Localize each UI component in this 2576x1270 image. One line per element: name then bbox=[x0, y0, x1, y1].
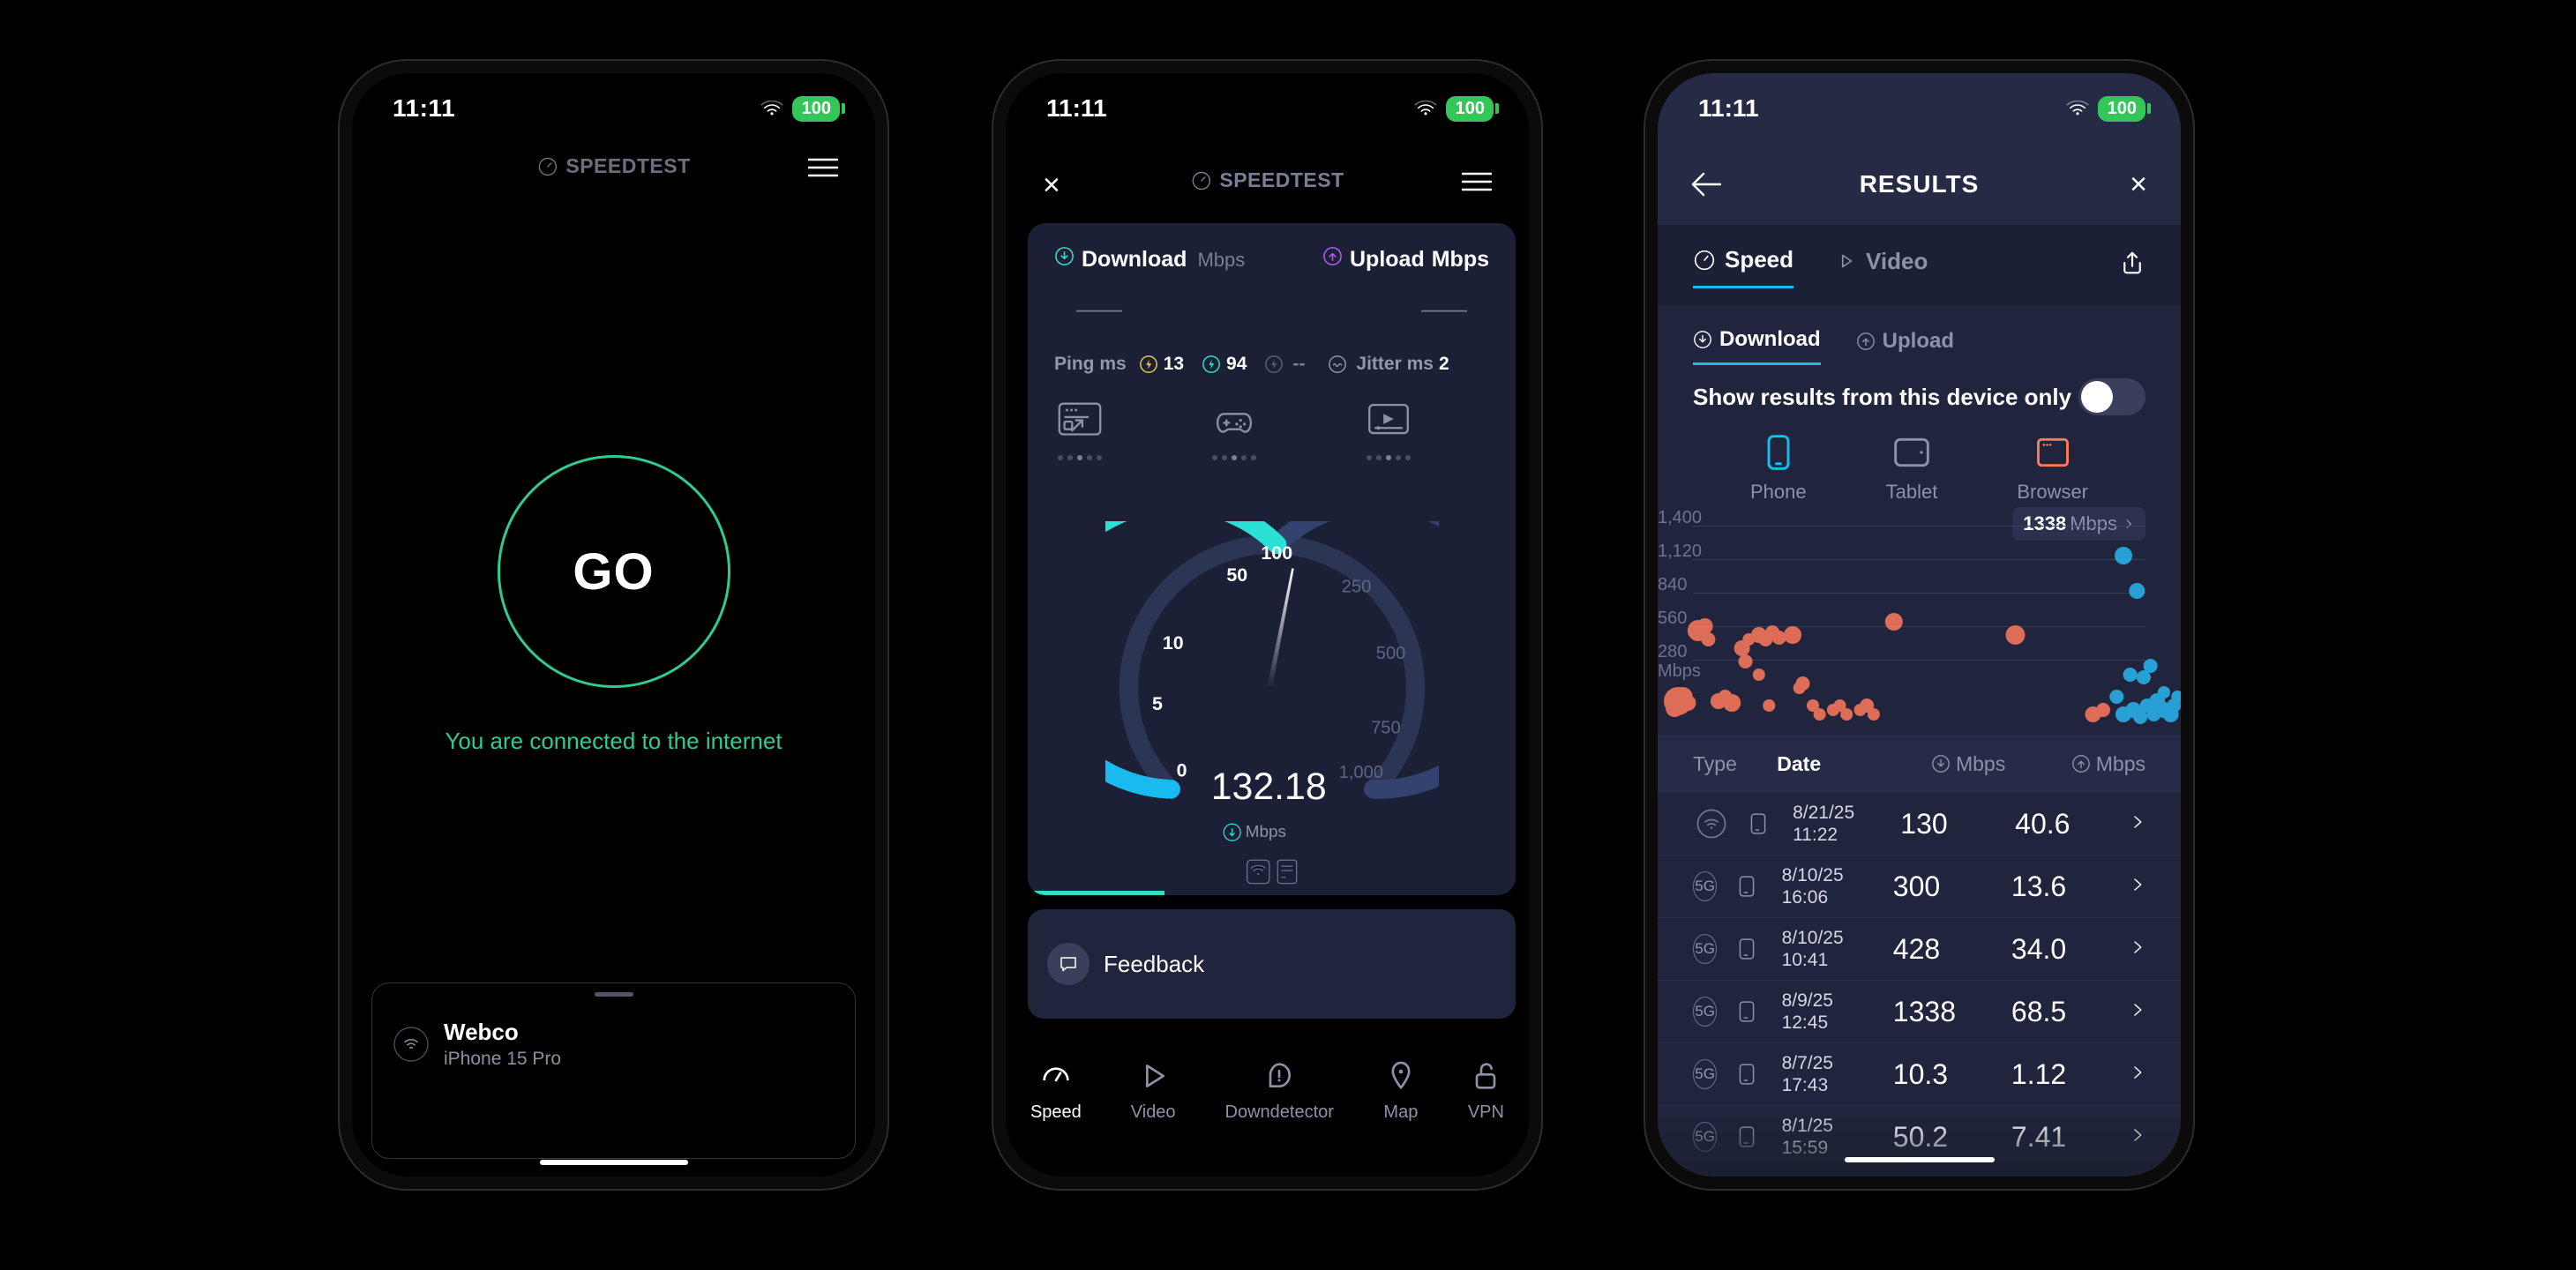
svg-text:1,000: 1,000 bbox=[1338, 763, 1382, 782]
svg-text:250: 250 bbox=[1341, 578, 1371, 597]
svg-text:5: 5 bbox=[1151, 693, 1162, 714]
svg-text:132.18: 132.18 bbox=[1210, 766, 1326, 808]
svg-text:Mbps: Mbps bbox=[1245, 823, 1285, 841]
svg-text:500: 500 bbox=[1375, 644, 1405, 663]
svg-text:750: 750 bbox=[1371, 719, 1401, 738]
svg-text:50: 50 bbox=[1226, 564, 1247, 586]
svg-text:100: 100 bbox=[1261, 542, 1292, 564]
svg-text:0: 0 bbox=[1176, 760, 1187, 781]
svg-text:10: 10 bbox=[1162, 632, 1183, 654]
